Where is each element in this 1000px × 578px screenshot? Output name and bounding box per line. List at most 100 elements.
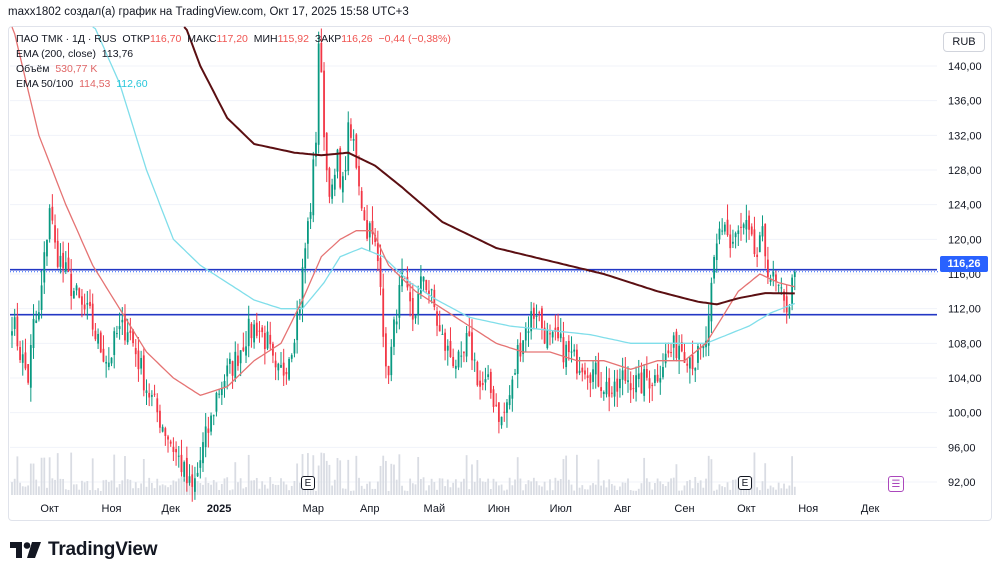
volume-bar — [239, 478, 242, 495]
legend-ema50-100-row[interactable]: EMA 50/100 114,53 112,60 — [16, 77, 451, 92]
volume-bar — [468, 489, 471, 495]
volume-bar — [565, 455, 568, 495]
volume-bar — [263, 484, 266, 495]
volume-bar — [699, 480, 702, 495]
volume-bar — [153, 488, 156, 495]
candle-body — [272, 343, 274, 356]
volume-bar — [24, 486, 27, 495]
candle-body — [619, 378, 621, 389]
y-tick-label: 136,00 — [948, 96, 982, 108]
candle-body — [608, 377, 611, 397]
candle-body — [589, 374, 592, 383]
volume-bar — [597, 459, 600, 495]
volume-bar — [678, 490, 681, 495]
earnings-event-marker[interactable]: E — [738, 476, 752, 490]
volume-bar — [484, 482, 487, 495]
candle-body — [83, 304, 86, 310]
legend-ema200-row[interactable]: EMA (200, close) 113,76 — [16, 47, 451, 62]
volume-bar — [479, 478, 481, 495]
volume-bar — [419, 479, 422, 495]
volume-bar — [363, 488, 366, 495]
candle-body — [457, 351, 460, 368]
volume-bar — [339, 460, 342, 495]
volume-bar — [315, 490, 317, 495]
candle-body — [19, 346, 21, 361]
volume-bar — [697, 482, 699, 495]
volume-bar — [218, 489, 221, 495]
chart-frame[interactable] — [8, 26, 992, 521]
volume-bar — [616, 490, 619, 495]
candle-body — [266, 331, 269, 349]
candle-body — [753, 229, 756, 255]
candle-body — [293, 342, 296, 354]
volume-bar — [94, 490, 97, 495]
candle-body — [185, 457, 188, 484]
candle-body — [497, 402, 500, 422]
candle-body — [758, 235, 761, 253]
volume-bar — [608, 479, 611, 495]
volume-bar — [463, 478, 465, 495]
volume-bar — [215, 482, 218, 495]
candle-body — [683, 352, 686, 363]
volume-bar — [705, 478, 707, 495]
last-price-tag: 116,26 — [940, 256, 988, 272]
legend-volume-row[interactable]: Объём 530,77 K — [16, 62, 451, 77]
volume-bar — [312, 455, 315, 495]
volume-bar — [527, 480, 530, 495]
volume-bar — [70, 452, 73, 495]
future-event-icon[interactable]: ☰ — [888, 476, 904, 492]
candle-body — [541, 308, 543, 328]
candle-body — [726, 219, 729, 236]
volume-bar — [169, 484, 172, 495]
volume-bar — [277, 484, 280, 495]
candle-body — [524, 327, 527, 341]
volume-bar — [438, 478, 441, 495]
volume-bar — [145, 486, 148, 495]
candle-body — [473, 359, 476, 361]
volume-bar — [581, 485, 584, 495]
volume-bar — [667, 481, 670, 495]
candle-body — [371, 220, 374, 234]
volume-bar — [605, 487, 608, 495]
volume-bar — [293, 480, 296, 495]
candle-body — [656, 374, 659, 382]
volume-bar — [247, 454, 250, 495]
currency-button[interactable]: RUB — [943, 32, 985, 52]
symbol-label[interactable]: ПАО ТМК · 1Д · RUS — [16, 33, 117, 45]
candle-body — [59, 255, 62, 267]
ema-lines — [11, 26, 796, 397]
volume-bar — [150, 482, 153, 495]
candle-body — [481, 383, 484, 386]
open-value: 116,70 — [150, 33, 182, 45]
volume-bar — [654, 483, 656, 495]
volume-bar — [124, 456, 126, 495]
volume-bar — [740, 486, 742, 495]
candle-body — [576, 349, 578, 374]
candle-body — [559, 333, 562, 339]
x-tick-label: Окт — [737, 503, 756, 515]
candle-body — [648, 378, 651, 389]
candle-body — [734, 233, 737, 238]
volume-bar — [210, 484, 212, 495]
y-tick-label: 112,00 — [948, 304, 981, 316]
candle-body — [323, 70, 325, 138]
candle-body — [562, 337, 565, 363]
candle-body — [239, 350, 242, 364]
candle-body — [124, 314, 126, 341]
volume-bar — [535, 481, 538, 495]
brand[interactable]: TradingView — [10, 539, 158, 561]
candle-body — [191, 474, 194, 487]
volume-bar — [390, 463, 393, 495]
candle-body — [425, 279, 428, 291]
earnings-event-marker[interactable]: E — [301, 476, 315, 490]
volume-bar — [325, 460, 328, 495]
volume-bar — [524, 484, 527, 495]
x-tick-label: Ноя — [798, 503, 818, 515]
close-label: ЗАКР — [314, 33, 342, 45]
volume-bar — [721, 486, 724, 495]
volume-bar — [374, 488, 377, 495]
volume-bar — [624, 482, 627, 495]
volume-bar — [290, 485, 293, 495]
candle-body — [325, 132, 328, 171]
